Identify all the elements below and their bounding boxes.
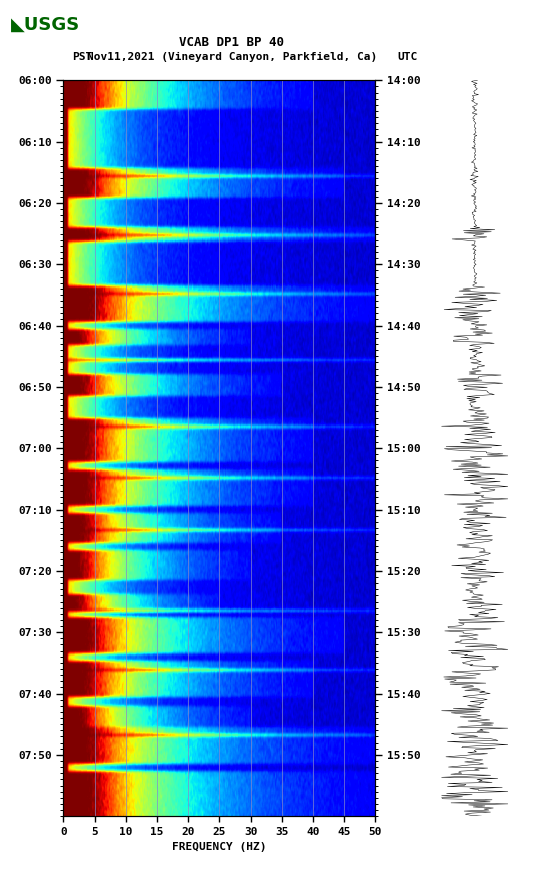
Text: PST: PST — [72, 52, 92, 62]
X-axis label: FREQUENCY (HZ): FREQUENCY (HZ) — [172, 842, 267, 852]
Text: ◣USGS: ◣USGS — [11, 16, 80, 34]
Text: VCAB DP1 BP 40: VCAB DP1 BP 40 — [179, 37, 284, 49]
Text: UTC: UTC — [397, 52, 418, 62]
Text: Nov11,2021 (Vineyard Canyon, Parkfield, Ca): Nov11,2021 (Vineyard Canyon, Parkfield, … — [87, 52, 377, 62]
